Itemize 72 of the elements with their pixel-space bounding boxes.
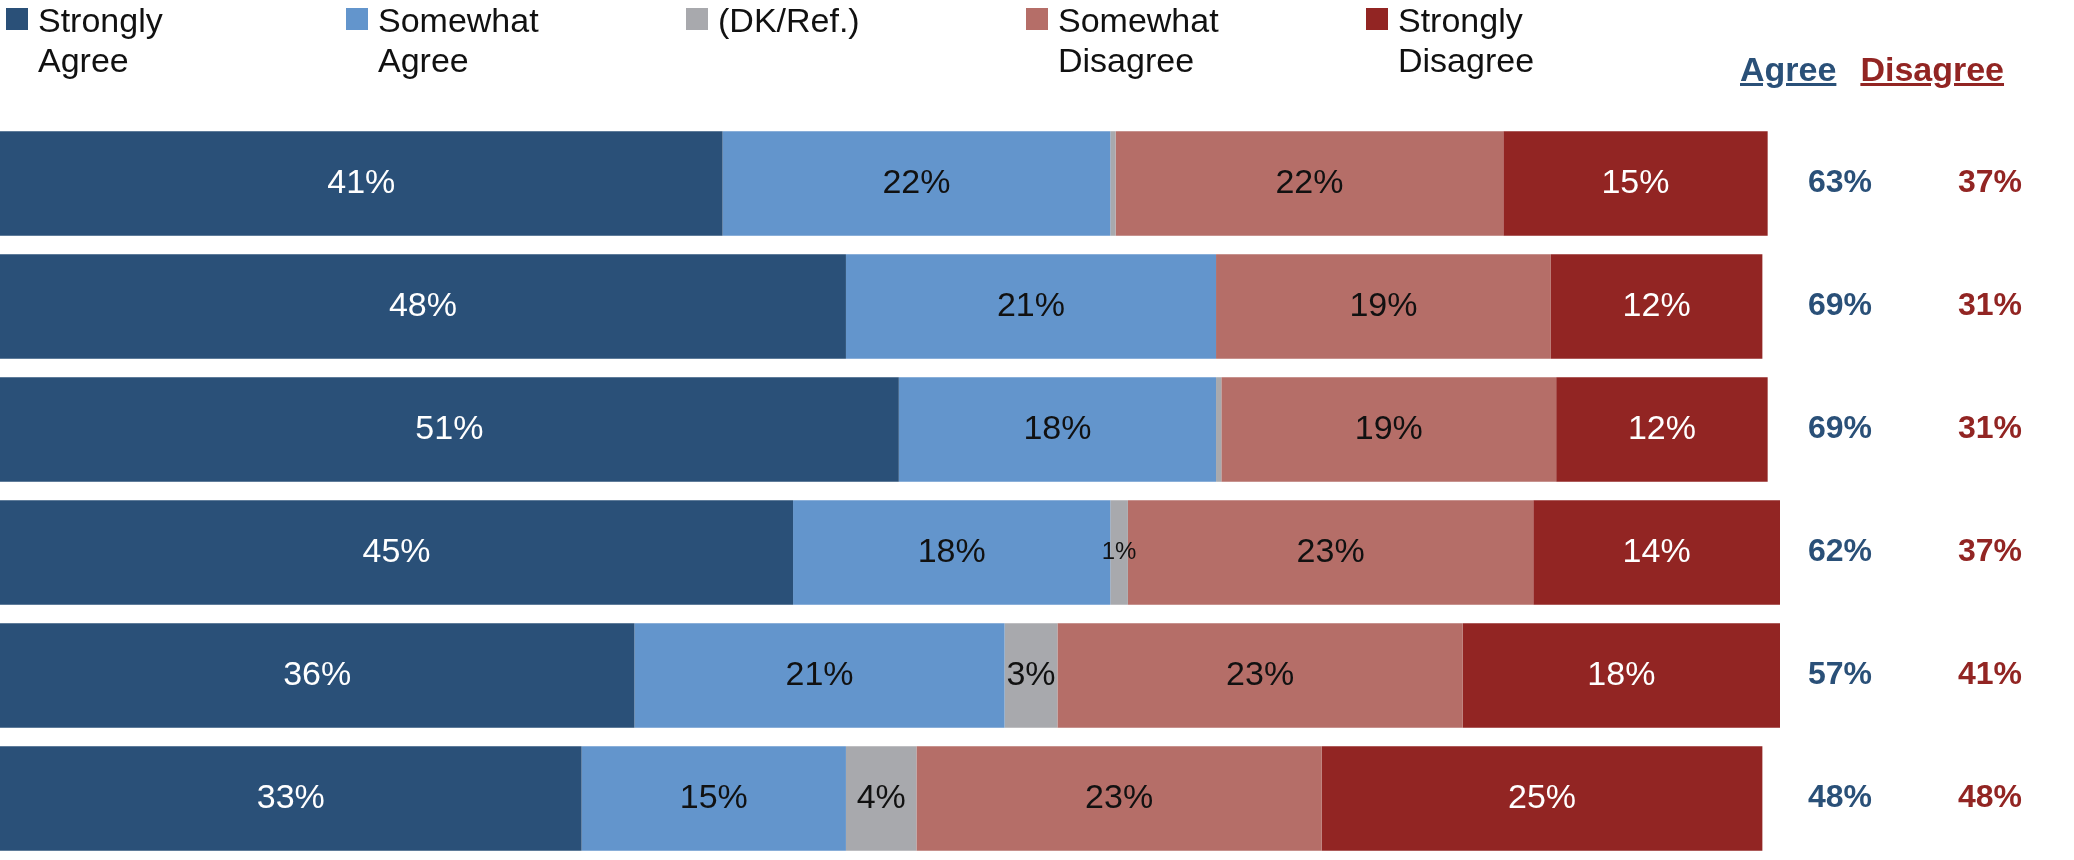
text: 48% xyxy=(1807,778,1873,815)
bar xyxy=(634,623,1005,728)
legend-label: Strongly Disagree xyxy=(1398,0,1536,80)
data-label: 22% xyxy=(882,161,951,200)
bar xyxy=(1221,377,1557,482)
bar xyxy=(916,746,1322,851)
text: Disagree xyxy=(1860,50,2005,89)
legend-label: Somewhat Agree xyxy=(378,0,540,80)
bar xyxy=(1057,623,1463,728)
data-label: 19% xyxy=(1349,284,1418,323)
bar xyxy=(0,254,846,359)
bar xyxy=(1004,623,1058,728)
data-label: 22% xyxy=(1275,161,1344,200)
data-label: 23% xyxy=(1296,530,1365,569)
data-label: 25% xyxy=(1508,776,1577,815)
data-label: 33% xyxy=(256,776,325,815)
data-label: 15% xyxy=(679,776,748,815)
text: 57% xyxy=(1807,655,1873,692)
data-label: 14% xyxy=(1622,530,1691,569)
bar xyxy=(1321,746,1763,851)
legend-label: Somewhat Disagree xyxy=(1058,0,1220,80)
text: 37% xyxy=(1957,532,2023,569)
text: 63% xyxy=(1807,163,1873,200)
data-label: 19% xyxy=(1354,407,1423,446)
bar xyxy=(1550,254,1763,359)
legend-label: Strongly Agree xyxy=(38,0,164,80)
data-label: 3% xyxy=(1006,653,1056,692)
data-label: 48% xyxy=(388,284,457,323)
data-label: 23% xyxy=(1085,776,1154,815)
bar xyxy=(0,131,723,236)
data-label: 18% xyxy=(1587,653,1656,692)
bar xyxy=(1216,254,1551,359)
bar xyxy=(1115,131,1504,236)
data-label: 23% xyxy=(1226,653,1295,692)
bar xyxy=(0,746,582,851)
text: 41% xyxy=(1957,655,2023,692)
bar xyxy=(581,746,846,851)
data-label: 21% xyxy=(996,284,1066,323)
bar xyxy=(845,746,917,851)
text: 31% xyxy=(1957,409,2023,446)
data-label: 51% xyxy=(415,407,484,446)
text: 69% xyxy=(1807,286,1873,323)
data-label: 18% xyxy=(917,530,986,569)
text: 69% xyxy=(1807,409,1873,446)
bar xyxy=(0,500,794,605)
bar xyxy=(1556,377,1768,482)
data-label: 12% xyxy=(1622,284,1691,323)
bar xyxy=(1110,131,1116,236)
bar xyxy=(898,377,1217,482)
text: 31% xyxy=(1957,286,2023,323)
data-label: 21% xyxy=(785,653,854,692)
bar xyxy=(1216,377,1222,482)
bar xyxy=(1503,131,1768,236)
data-label: 45% xyxy=(362,530,431,569)
data-label: 4% xyxy=(856,776,906,815)
bar xyxy=(1462,623,1780,728)
bar xyxy=(722,131,1111,236)
data-label: 36% xyxy=(283,653,352,692)
data-label: 15% xyxy=(1601,161,1670,200)
text: 37% xyxy=(1957,163,2023,200)
bar xyxy=(1533,500,1780,605)
text: Agree xyxy=(1740,50,1837,89)
text: 62% xyxy=(1807,532,1873,569)
bar xyxy=(0,377,899,482)
data-label: 12% xyxy=(1627,407,1696,446)
data-label: 1% xyxy=(1101,537,1137,565)
data-label: 41% xyxy=(327,161,396,200)
data-label: 18% xyxy=(1023,407,1092,446)
bar xyxy=(0,623,635,728)
text: 48% xyxy=(1957,778,2023,815)
bar xyxy=(845,254,1217,359)
legend-label: (DK/Ref.) xyxy=(718,0,861,40)
